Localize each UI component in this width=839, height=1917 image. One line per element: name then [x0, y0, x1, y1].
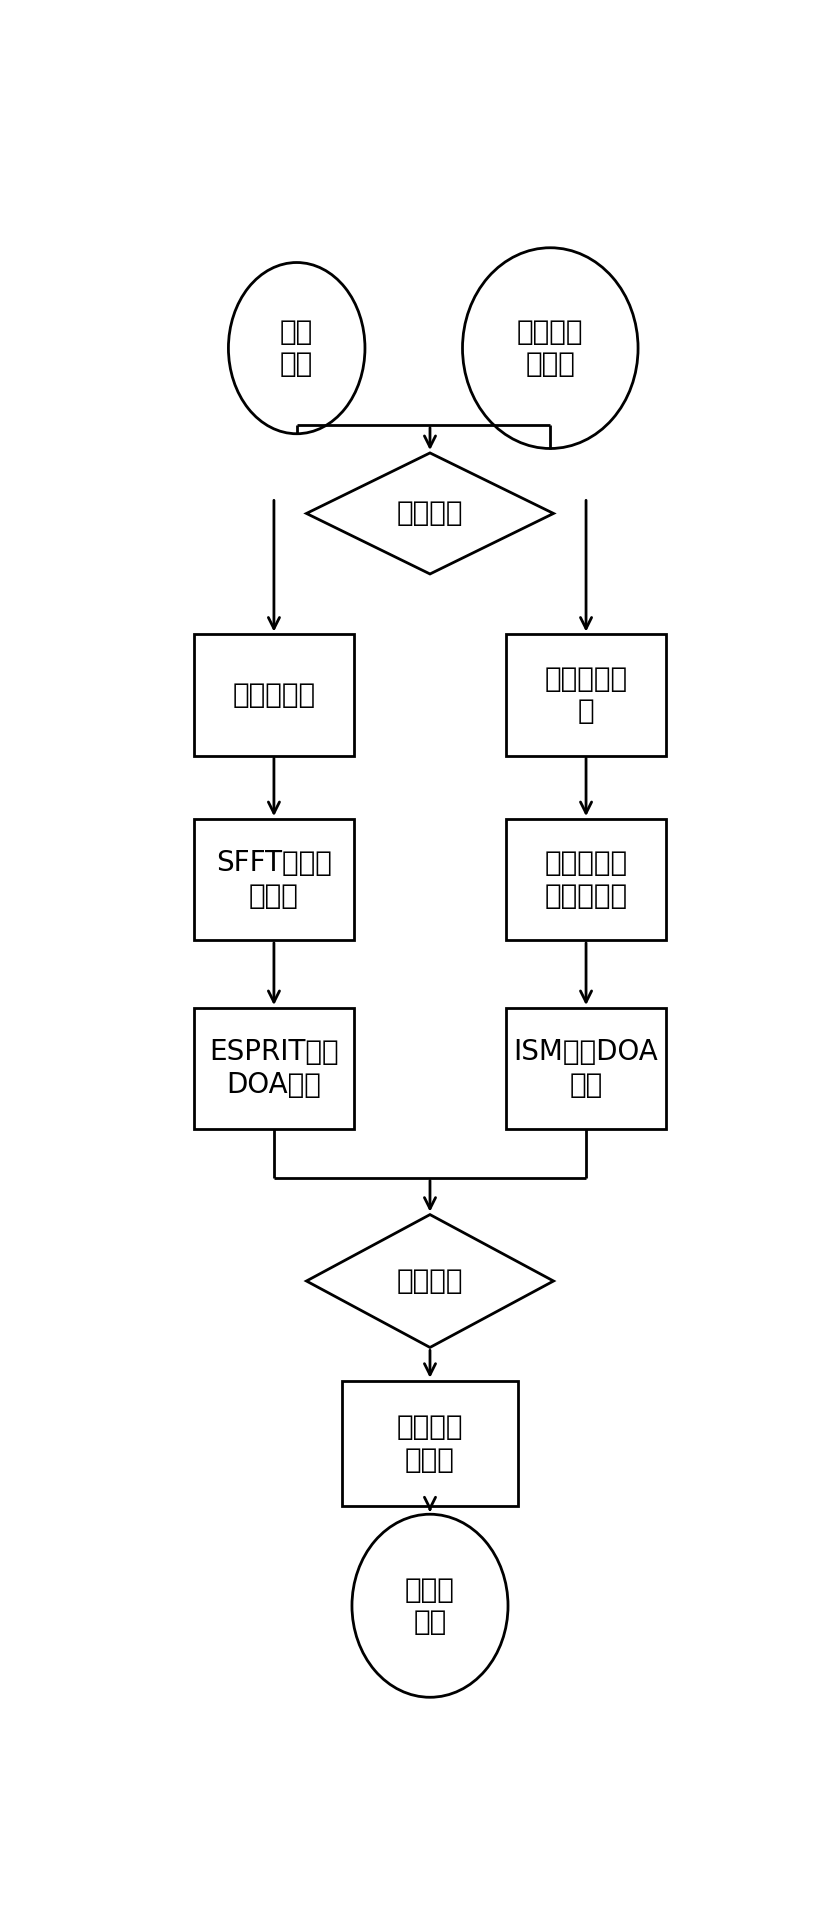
Text: 中心节点: 中心节点: [397, 1267, 463, 1296]
Text: 目标
模型: 目标 模型: [280, 318, 313, 378]
Bar: [195, 819, 353, 939]
Bar: [507, 635, 665, 755]
Text: 信源数估计: 信源数估计: [232, 681, 315, 709]
Text: SFFT搜索频
谱峰值: SFFT搜索频 谱峰值: [216, 849, 332, 911]
Text: 多目标
位置: 多目标 位置: [405, 1576, 455, 1635]
Text: 时间帧能量
比: 时间帧能量 比: [545, 665, 628, 725]
Bar: [507, 819, 665, 939]
Bar: [507, 1008, 665, 1129]
Text: 声强和中心
频率等特征: 声强和中心 频率等特征: [545, 849, 628, 911]
Text: ESPRIT窄带
DOA估计: ESPRIT窄带 DOA估计: [209, 1039, 339, 1098]
Bar: [342, 1380, 518, 1507]
Text: ISM宽带DOA
估计: ISM宽带DOA 估计: [513, 1039, 659, 1098]
Text: 特征与目
标关联: 特征与目 标关联: [397, 1413, 463, 1474]
Text: 节点量测: 节点量测: [397, 500, 463, 527]
Bar: [195, 1008, 353, 1129]
Text: 传感器网
络模型: 传感器网 络模型: [517, 318, 584, 378]
Bar: [195, 635, 353, 755]
